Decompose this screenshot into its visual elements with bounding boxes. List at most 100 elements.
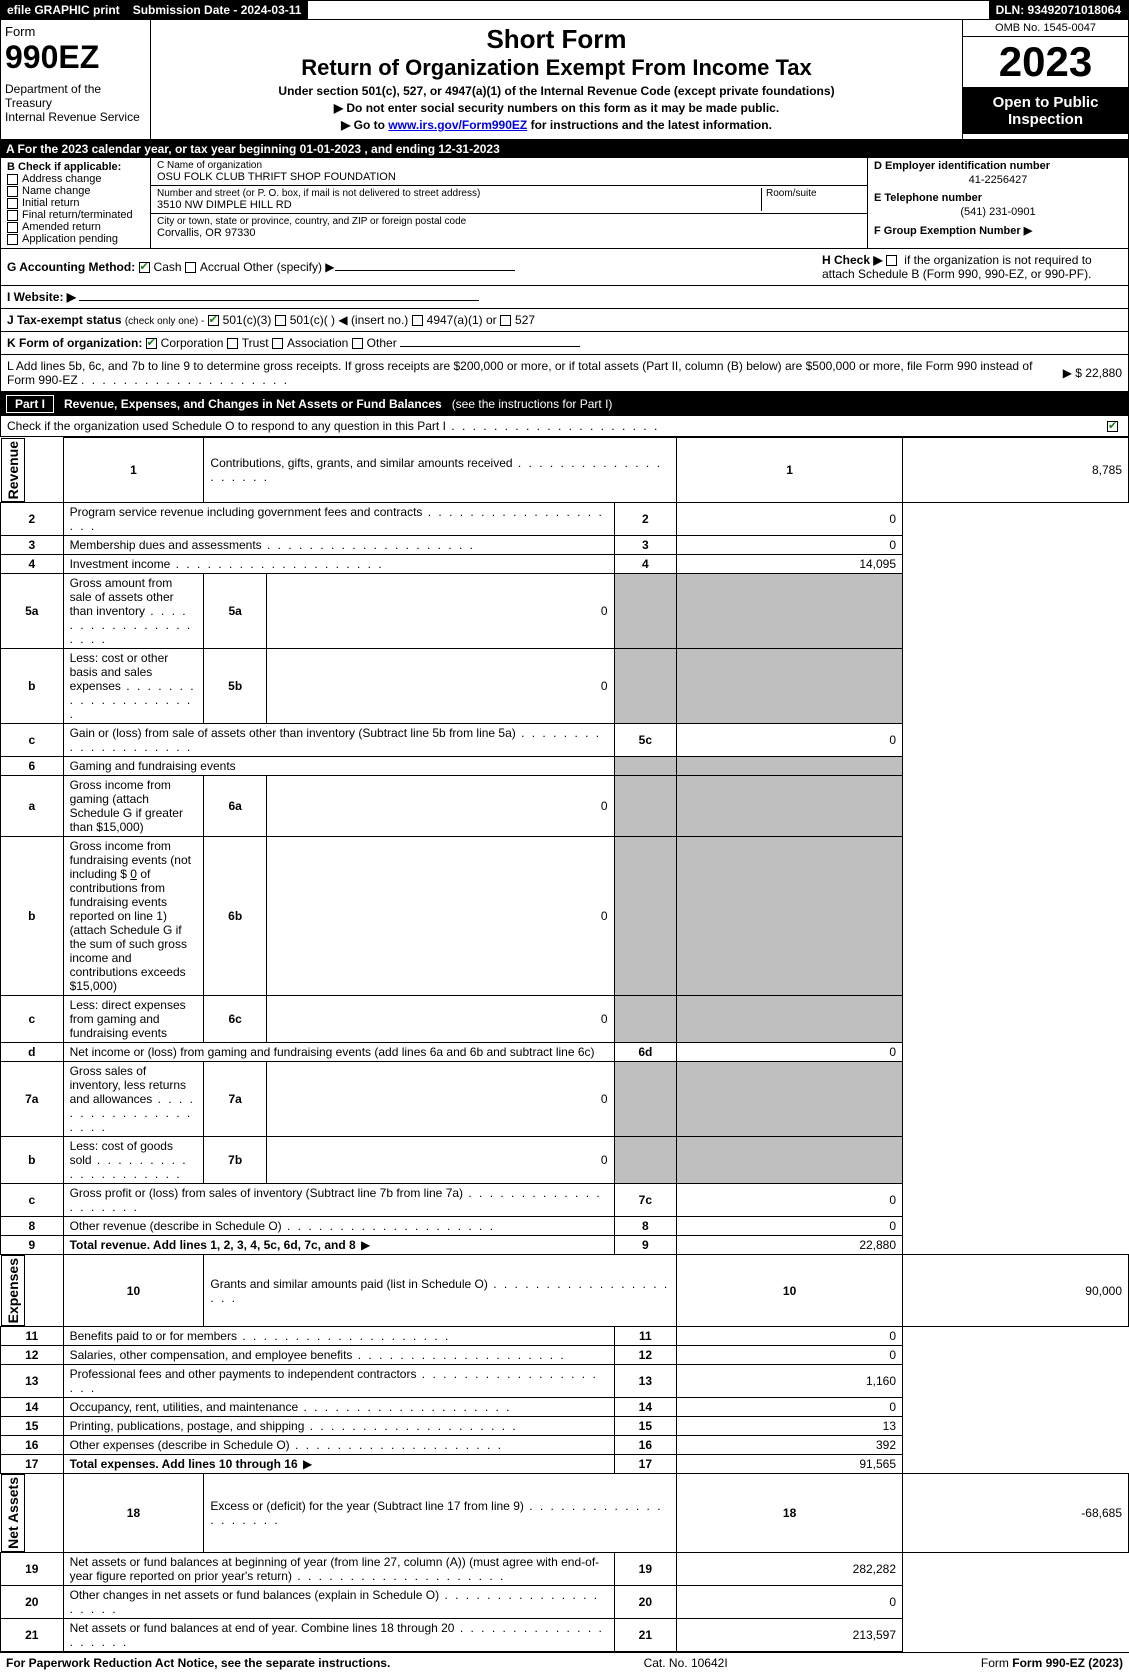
d-ein-label: D Employer identification number [874,160,1122,172]
website-field[interactable] [79,300,479,301]
l6-r-shaded [614,756,677,775]
l19-num: 19 [1,1553,64,1586]
l7b-subval: 0 [266,1136,614,1183]
b-opt-name-change[interactable]: Name change [7,185,144,197]
l16-desc: Other expenses (describe in Schedule O) [63,1436,614,1455]
l18-num: 18 [63,1474,204,1553]
header-right: OMB No. 1545-0047 2023 Open to Public In… [963,20,1128,139]
k-other-check[interactable] [352,338,363,349]
under-section-text: Under section 501(c), 527, or 4947(a)(1)… [155,84,958,98]
l7c-num: c [1,1183,64,1216]
part-i-subtitle: (see the instructions for Part I) [452,397,613,411]
l9-num: 9 [1,1235,64,1254]
org-name: OSU FOLK CLUB THRIFT SHOP FOUNDATION [157,171,861,183]
l-amount: ▶ $ 22,880 [1063,366,1122,380]
l4-num: 4 [1,554,64,573]
k-corp-label: Corporation [161,336,224,350]
l18-val: -68,685 [903,1474,1129,1553]
l17-val: 91,565 [677,1455,903,1474]
h-check[interactable] [886,255,897,266]
l17-r: 17 [614,1455,677,1474]
g-cash-check[interactable] [139,262,150,273]
goto-prefix: ▶ Go to [341,118,388,132]
b-opt-5-label: Application pending [22,233,118,245]
row-l: L Add lines 5b, 6c, and 7b to line 9 to … [0,355,1129,392]
l20-num: 20 [1,1586,64,1619]
b-opt-2-label: Initial return [22,197,79,209]
l12-num: 12 [1,1346,64,1365]
l8-r: 8 [614,1216,677,1235]
l3-desc: Membership dues and assessments [63,535,614,554]
l20-desc: Other changes in net assets or fund bala… [63,1586,614,1619]
l15-r: 15 [614,1417,677,1436]
i-label: I Website: ▶ [7,290,76,304]
org-street: 3510 NW DIMPLE HILL RD [157,199,761,211]
g-accrual-check[interactable] [185,262,196,273]
l1-val: 8,785 [903,438,1129,503]
l10-desc: Grants and similar amounts paid (list in… [204,1254,677,1326]
b-opt-amended-return[interactable]: Amended return [7,221,144,233]
k-assoc-check[interactable] [272,338,283,349]
l8-num: 8 [1,1216,64,1235]
b-opt-address-change[interactable]: Address change [7,173,144,185]
l7a-subval: 0 [266,1061,614,1136]
part-i-schedule-o-check[interactable] [1107,421,1118,432]
l2-r: 2 [614,502,677,535]
row-a-calendar-year: A For the 2023 calendar year, or tax yea… [0,140,1129,158]
l11-val: 0 [677,1327,903,1346]
k-other-label: Other [367,336,397,350]
l5a-sub: 5a [204,573,267,648]
l7b-desc: Less: cost of goods sold [63,1136,204,1183]
form-label: Form [5,24,146,39]
k-trust-check[interactable] [227,338,238,349]
g-label: G Accounting Method: [7,260,135,274]
l7b-val-shaded [677,1136,903,1183]
l7a-num: 7a [1,1061,64,1136]
b-opt-initial-return[interactable]: Initial return [7,197,144,209]
l-text: L Add lines 5b, 6c, and 7b to line 9 to … [7,359,1063,387]
l4-desc: Investment income [63,554,614,573]
j-501c-check[interactable] [275,315,286,326]
k-corp-check[interactable] [146,338,157,349]
l6c-desc: Less: direct expenses from gaming and fu… [63,995,204,1042]
l10-r: 10 [677,1254,903,1326]
l6-num: 6 [1,756,64,775]
l10-val: 90,000 [903,1254,1129,1326]
l5c-val: 0 [677,723,903,756]
k-other-field[interactable] [400,346,580,347]
l6-desc: Gaming and fundraising events [63,756,614,775]
l8-desc: Other revenue (describe in Schedule O) [63,1216,614,1235]
j-527-check[interactable] [500,315,511,326]
j-4947-check[interactable] [412,315,423,326]
b-opt-application-pending[interactable]: Application pending [7,233,144,245]
l15-desc: Printing, publications, postage, and shi… [63,1417,614,1436]
netassets-side-label: Net Assets [1,1474,25,1552]
l7b-sub: 7b [204,1136,267,1183]
l10-num: 10 [63,1254,204,1326]
c-street-row: Number and street (or P. O. box, if mail… [151,186,867,214]
goto-instr: ▶ Go to www.irs.gov/Form990EZ for instru… [155,118,958,132]
l7a-r-shaded [614,1061,677,1136]
irs-link[interactable]: www.irs.gov/Form990EZ [388,118,527,132]
l15-num: 15 [1,1417,64,1436]
l9-val: 22,880 [677,1235,903,1254]
l19-r: 19 [614,1553,677,1586]
l5c-desc: Gain or (loss) from sale of assets other… [63,723,614,756]
b-opt-final-return[interactable]: Final return/terminated [7,209,144,221]
l6c-num: c [1,995,64,1042]
j-501c3-check[interactable] [208,315,219,326]
open-to-public: Open to Public Inspection [963,88,1128,134]
l7c-val: 0 [677,1183,903,1216]
l12-val: 0 [677,1346,903,1365]
part-i-check-row: Check if the organization used Schedule … [0,416,1129,437]
omb-number: OMB No. 1545-0047 [963,20,1128,37]
l7c-desc: Gross profit or (loss) from sales of inv… [63,1183,614,1216]
g-other-field[interactable] [335,270,515,271]
l5a-desc: Gross amount from sale of assets other t… [63,573,204,648]
l17-desc: Total expenses. Add lines 10 through 16 [63,1455,614,1474]
g-accounting: G Accounting Method: Cash Accrual Other … [7,260,515,274]
efile-graphic-print[interactable]: efile GRAPHIC print [1,1,127,19]
row-j-tax-exempt: J Tax-exempt status (check only one) - 5… [0,309,1129,332]
b-opt-3-label: Final return/terminated [22,209,133,221]
footer-center: Cat. No. 10642I [644,1656,728,1670]
